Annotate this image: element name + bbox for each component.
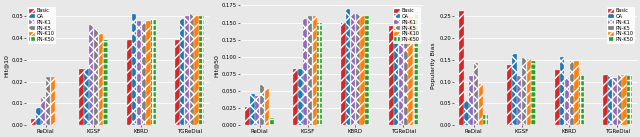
Bar	[303, 19, 307, 125]
Bar	[175, 40, 180, 125]
Bar	[612, 78, 617, 125]
Bar	[556, 70, 559, 125]
Bar	[408, 16, 413, 125]
Bar	[41, 97, 45, 125]
Bar	[517, 76, 522, 125]
Bar	[185, 16, 189, 125]
Bar	[479, 84, 483, 125]
Bar	[84, 68, 88, 125]
Bar	[508, 65, 512, 125]
Y-axis label: Hit@50: Hit@50	[214, 54, 219, 77]
Bar	[308, 16, 312, 125]
Bar	[31, 119, 36, 125]
Bar	[474, 63, 478, 125]
Bar	[264, 89, 269, 125]
Bar	[293, 69, 298, 125]
Bar	[522, 58, 526, 125]
Bar	[250, 94, 255, 125]
Bar	[99, 34, 103, 125]
Bar	[260, 85, 264, 125]
Bar	[404, 16, 408, 125]
Bar	[394, 23, 398, 125]
Bar	[269, 118, 274, 125]
Bar	[93, 29, 98, 125]
Bar	[570, 61, 574, 125]
Bar	[346, 9, 351, 125]
Bar	[195, 16, 199, 125]
Y-axis label: Popularity Bias: Popularity Bias	[431, 42, 436, 89]
Legend: Basic, OA, PN-K1, PN-K5, PN-K10, PN-K50: Basic, OA, PN-K1, PN-K5, PN-K10, PN-K50	[393, 7, 421, 44]
Bar	[356, 14, 360, 125]
Bar	[464, 101, 468, 125]
Bar	[618, 75, 622, 125]
Bar	[46, 77, 50, 125]
Bar	[603, 75, 607, 125]
Bar	[413, 12, 417, 125]
Bar	[360, 16, 365, 125]
Bar	[469, 76, 474, 125]
Bar	[389, 26, 394, 125]
Bar	[365, 16, 370, 125]
Bar	[199, 16, 204, 125]
Bar	[103, 40, 108, 125]
Bar	[189, 14, 194, 125]
Bar	[460, 11, 464, 125]
Bar	[622, 75, 627, 125]
Bar	[51, 77, 55, 125]
Bar	[565, 78, 569, 125]
Bar	[608, 76, 612, 125]
Bar	[579, 75, 584, 125]
Bar	[141, 23, 146, 125]
Bar	[36, 108, 41, 125]
Bar	[127, 40, 132, 125]
Bar	[147, 21, 151, 125]
Bar	[399, 22, 403, 125]
Bar	[341, 23, 346, 125]
Y-axis label: Hit@10: Hit@10	[3, 54, 8, 77]
Bar	[180, 18, 184, 125]
Bar	[89, 25, 93, 125]
Legend: Basic, OA, PN-K1, PN-K5, PN-K10, PN-K50: Basic, OA, PN-K1, PN-K5, PN-K10, PN-K50	[607, 7, 636, 44]
Bar	[79, 68, 84, 125]
Legend: Basic, OA, PN-K1, PN-K5, PN-K10, PN-K50: Basic, OA, PN-K1, PN-K5, PN-K10, PN-K50	[28, 7, 56, 44]
Bar	[151, 18, 156, 125]
Bar	[132, 14, 136, 125]
Bar	[351, 14, 355, 125]
Bar	[483, 115, 488, 125]
Bar	[512, 54, 516, 125]
Bar	[317, 23, 322, 125]
Bar	[560, 57, 564, 125]
Bar	[527, 59, 531, 125]
Bar	[255, 96, 259, 125]
Bar	[627, 75, 632, 125]
Bar	[531, 61, 536, 125]
Bar	[575, 61, 579, 125]
Bar	[246, 107, 250, 125]
Bar	[298, 69, 303, 125]
Bar	[137, 21, 141, 125]
Bar	[312, 16, 317, 125]
